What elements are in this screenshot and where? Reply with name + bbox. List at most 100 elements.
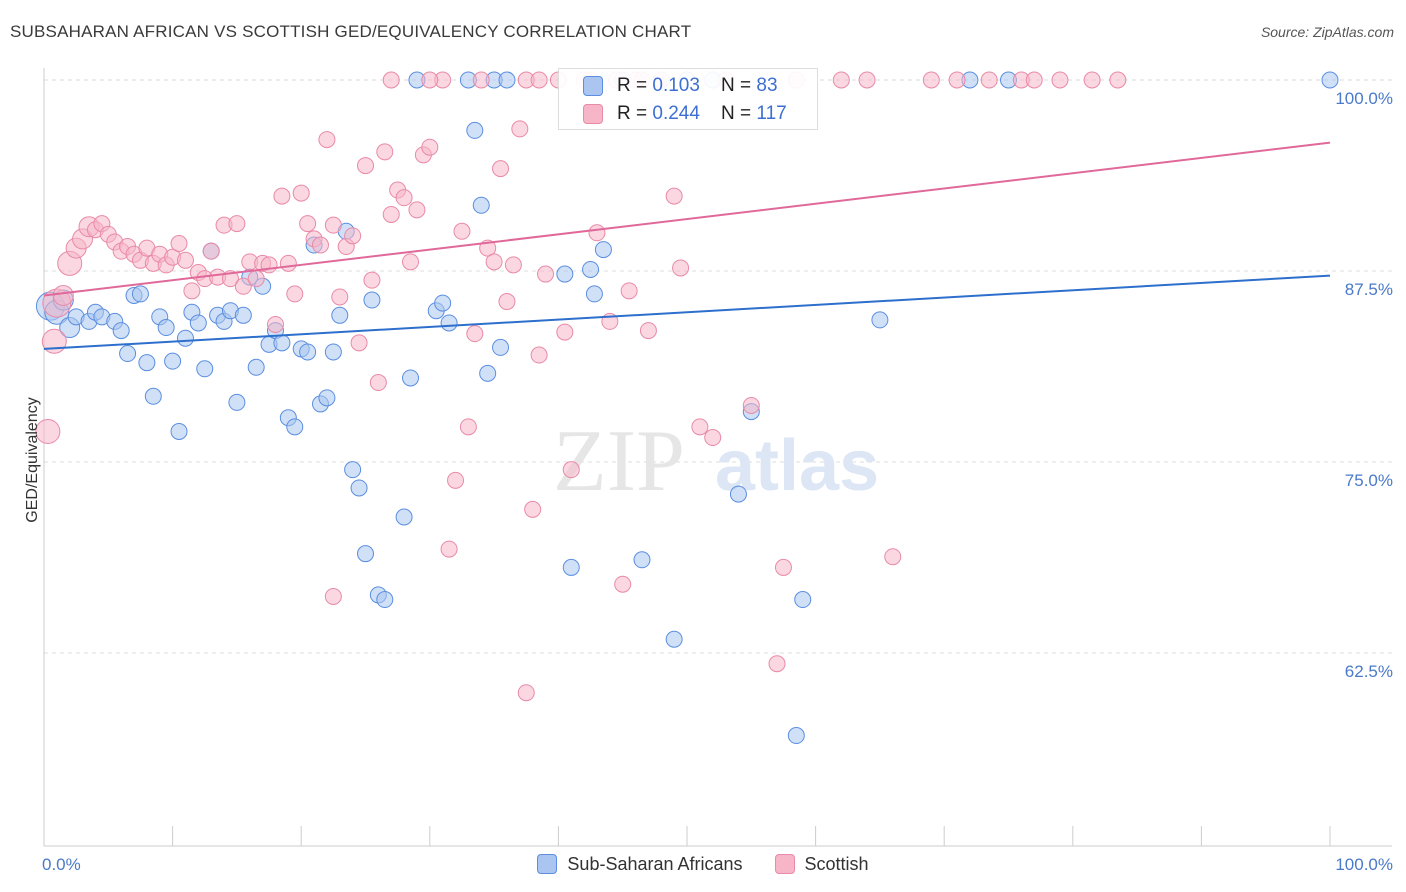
pink-point xyxy=(524,500,542,518)
blue-point xyxy=(170,422,188,440)
legend-item-scottish[interactable]: Scottish xyxy=(774,852,869,876)
blue-point xyxy=(350,479,368,497)
pink-point xyxy=(691,418,709,436)
blue-point xyxy=(434,294,452,312)
source-note: Source: ZipAtlas.com xyxy=(1260,24,1394,40)
pink-point xyxy=(344,227,362,245)
pink-point xyxy=(273,187,291,205)
watermark-zip: ZIP xyxy=(553,413,685,510)
pink-point xyxy=(395,189,413,207)
pink-point xyxy=(472,71,490,89)
pink-point xyxy=(639,322,657,340)
pink-point xyxy=(382,71,400,89)
y-tick-label: 75.0% xyxy=(1345,471,1393,490)
blue-point xyxy=(286,418,304,436)
pink-point xyxy=(498,293,516,311)
pink-point xyxy=(331,288,349,306)
blue-point xyxy=(787,727,805,745)
legend-label: Sub-Saharan Africans xyxy=(567,853,743,874)
blue-point xyxy=(273,334,291,352)
blue-point xyxy=(665,630,683,648)
pink-point xyxy=(183,282,201,300)
pink-point xyxy=(614,575,632,593)
chart-title: SUBSAHARAN AFRICAN VS SCOTTISH GED/EQUIV… xyxy=(10,22,692,41)
r-value: 0.103 xyxy=(652,75,700,96)
n-value: 117 xyxy=(756,103,787,124)
pink-point xyxy=(35,418,61,444)
bottom-legend: Sub-Saharan Africans Scottish xyxy=(0,852,1406,876)
trend-layer xyxy=(43,141,1331,350)
blue-point xyxy=(176,329,194,347)
pink-point xyxy=(1083,71,1101,89)
r-label: R = xyxy=(617,75,653,96)
blue-point xyxy=(594,241,612,259)
blue-point xyxy=(318,389,336,407)
pink-point xyxy=(202,242,220,260)
blue-point xyxy=(871,311,889,329)
blue-point xyxy=(299,343,317,361)
pink-point xyxy=(459,418,477,436)
axis-layer xyxy=(43,68,1392,847)
n-value: 83 xyxy=(756,75,778,96)
pink-point xyxy=(421,138,439,156)
blue-point xyxy=(472,196,490,214)
pink-point xyxy=(350,334,368,352)
pink-point xyxy=(408,201,426,219)
pink-point xyxy=(176,251,194,269)
pink-point xyxy=(440,540,458,558)
y-tick-label: 62.5% xyxy=(1345,662,1393,681)
y-axis-label: GED/Equivalency xyxy=(24,397,41,522)
label-layer: 100.0% 87.5% 75.0% 62.5% 0.0% 100.0% GED/Equiv… xyxy=(24,89,1393,874)
pink-point xyxy=(774,558,792,576)
n-label: N = xyxy=(721,103,757,124)
pink-point xyxy=(357,157,374,175)
stats-swatch-blue xyxy=(583,76,603,96)
pink-point xyxy=(382,205,400,223)
pink-point xyxy=(530,346,548,364)
pink-point xyxy=(324,216,342,234)
blue-point xyxy=(324,343,342,361)
pink-point xyxy=(266,315,284,333)
pink-point xyxy=(511,120,529,138)
blue-point xyxy=(582,260,600,278)
pink-point xyxy=(948,71,966,89)
blue-point xyxy=(131,285,149,303)
pink-point xyxy=(832,71,850,89)
pink-point xyxy=(279,254,297,272)
pink-point xyxy=(363,271,381,289)
blue-point xyxy=(357,545,374,563)
blue-point xyxy=(633,551,651,569)
trend-line-scottish xyxy=(43,141,1331,297)
pink-point xyxy=(1025,71,1043,89)
pink-point xyxy=(537,265,555,283)
legend-swatch-pink xyxy=(774,854,795,874)
blue-point xyxy=(138,354,156,372)
y-tick-label: 87.5% xyxy=(1345,280,1393,299)
pink-point xyxy=(234,277,252,295)
pink-point xyxy=(858,71,876,89)
pink-point xyxy=(1109,71,1127,89)
blue-point xyxy=(585,285,603,303)
pink-point xyxy=(517,684,535,702)
pink-point xyxy=(556,323,574,341)
pink-point xyxy=(742,396,760,414)
legend-item-subsaharan[interactable]: Sub-Saharan Africans xyxy=(537,852,743,876)
x-tick-label: 100.0% xyxy=(1335,855,1393,874)
pink-point xyxy=(588,224,606,242)
pink-point xyxy=(447,471,465,489)
pink-point xyxy=(421,71,439,89)
pink-point xyxy=(311,236,329,254)
blue-point xyxy=(492,338,510,356)
y-tick-label: 100.0% xyxy=(1335,89,1393,108)
pink-point xyxy=(704,429,722,447)
pink-point xyxy=(286,285,304,303)
n-label: N = xyxy=(721,75,757,96)
pink-point xyxy=(228,215,246,233)
pink-point xyxy=(980,71,998,89)
pink-point xyxy=(922,71,940,89)
blue-point xyxy=(395,508,413,526)
blue-point xyxy=(144,387,162,405)
pink-point xyxy=(485,253,503,271)
blue-point xyxy=(440,314,458,332)
